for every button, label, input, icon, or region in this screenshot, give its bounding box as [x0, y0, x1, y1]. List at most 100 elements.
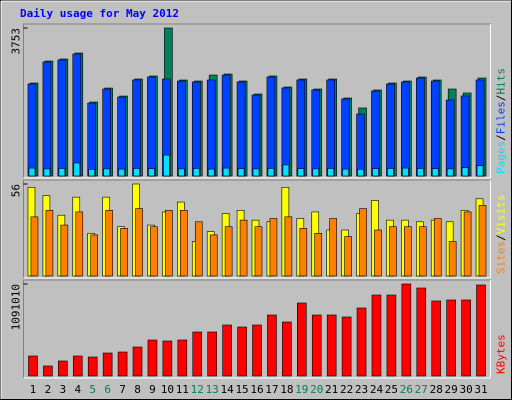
x-tick-label: 11 [176, 383, 189, 396]
bar [45, 209, 54, 277]
x-tick-label: 5 [89, 383, 96, 396]
x-tick-label: 9 [149, 383, 156, 396]
bar [57, 59, 67, 177]
x-tick-label: 12 [191, 383, 204, 396]
bar [177, 80, 186, 177]
x-tick-label: 19 [295, 383, 308, 396]
bar [180, 209, 188, 277]
bar [72, 53, 82, 177]
bar [282, 321, 292, 377]
bar [206, 79, 216, 177]
bar [120, 228, 128, 277]
bar [312, 168, 320, 177]
bar [178, 168, 185, 177]
bar [254, 226, 263, 277]
bar [326, 314, 337, 377]
bar [192, 168, 200, 177]
bar [372, 168, 379, 177]
legend-entry: Pages [495, 141, 508, 174]
bar [431, 300, 442, 377]
bar [150, 226, 158, 277]
bar [147, 76, 156, 177]
x-tick-label: 2 [45, 383, 52, 396]
legend-entry: Hits [495, 68, 508, 95]
bar [269, 218, 278, 277]
x-tick-label: 18 [280, 383, 293, 396]
bar [401, 81, 410, 177]
legend: Sites/Visits [495, 195, 508, 275]
bar [418, 226, 427, 277]
bar [281, 87, 291, 177]
bar [43, 168, 51, 177]
bar [448, 241, 457, 277]
bar [177, 339, 188, 377]
bar [236, 81, 246, 177]
bar [461, 167, 469, 177]
bar [28, 167, 36, 177]
x-tick-label: 4 [74, 383, 81, 396]
bar [207, 331, 217, 377]
bar [222, 167, 230, 177]
bar [460, 95, 470, 177]
bar [72, 355, 83, 377]
x-tick-label: 3 [60, 383, 67, 396]
x-tick-label: 23 [355, 383, 368, 396]
bar [296, 79, 306, 177]
bar [60, 224, 69, 277]
legend-entry: KBytes [495, 334, 508, 374]
bar [374, 229, 382, 277]
bar [433, 218, 442, 277]
legend: KBytes [495, 334, 508, 374]
y-tick-label: 3753 [10, 28, 23, 55]
bar [75, 211, 84, 277]
bar [88, 168, 96, 177]
bar [329, 218, 337, 277]
x-tick-label: 24 [370, 383, 384, 396]
x-tick-label: 22 [340, 383, 353, 396]
bar [446, 299, 456, 377]
bar [30, 216, 39, 277]
bar [209, 234, 218, 277]
bar [267, 168, 275, 177]
bar [386, 294, 397, 377]
bar [341, 316, 352, 377]
legend-separator: / [495, 134, 508, 141]
bar [342, 168, 349, 177]
bar [239, 219, 248, 277]
bar [27, 83, 37, 177]
bar [192, 331, 203, 377]
bar [43, 365, 53, 377]
bar [356, 113, 365, 177]
bar [73, 162, 81, 177]
bar [341, 98, 350, 177]
bar [476, 165, 484, 177]
bar [90, 234, 99, 277]
bar [416, 287, 427, 377]
bar [103, 168, 110, 177]
bar [446, 168, 454, 177]
y-tick-label: 56 [10, 184, 23, 197]
x-tick-label: 30 [459, 383, 472, 396]
bar [87, 356, 98, 377]
bar [311, 89, 321, 177]
bar [415, 77, 425, 177]
bar [299, 228, 308, 277]
bar [87, 102, 97, 177]
bar [237, 326, 247, 377]
legend-entry: Sites [495, 241, 508, 274]
legend-separator: / [495, 95, 508, 102]
legend-entry: Visits [495, 195, 508, 235]
bar [416, 168, 424, 177]
x-tick-label: 15 [235, 383, 248, 396]
bar [327, 168, 334, 177]
chart-title: Daily usage for May 2012 [20, 7, 179, 20]
bar [252, 324, 262, 377]
bar [297, 302, 307, 377]
bar [42, 61, 52, 177]
bar [402, 167, 409, 177]
bar [135, 208, 143, 277]
bar [344, 236, 352, 277]
bar [371, 90, 380, 177]
bar [356, 307, 367, 377]
